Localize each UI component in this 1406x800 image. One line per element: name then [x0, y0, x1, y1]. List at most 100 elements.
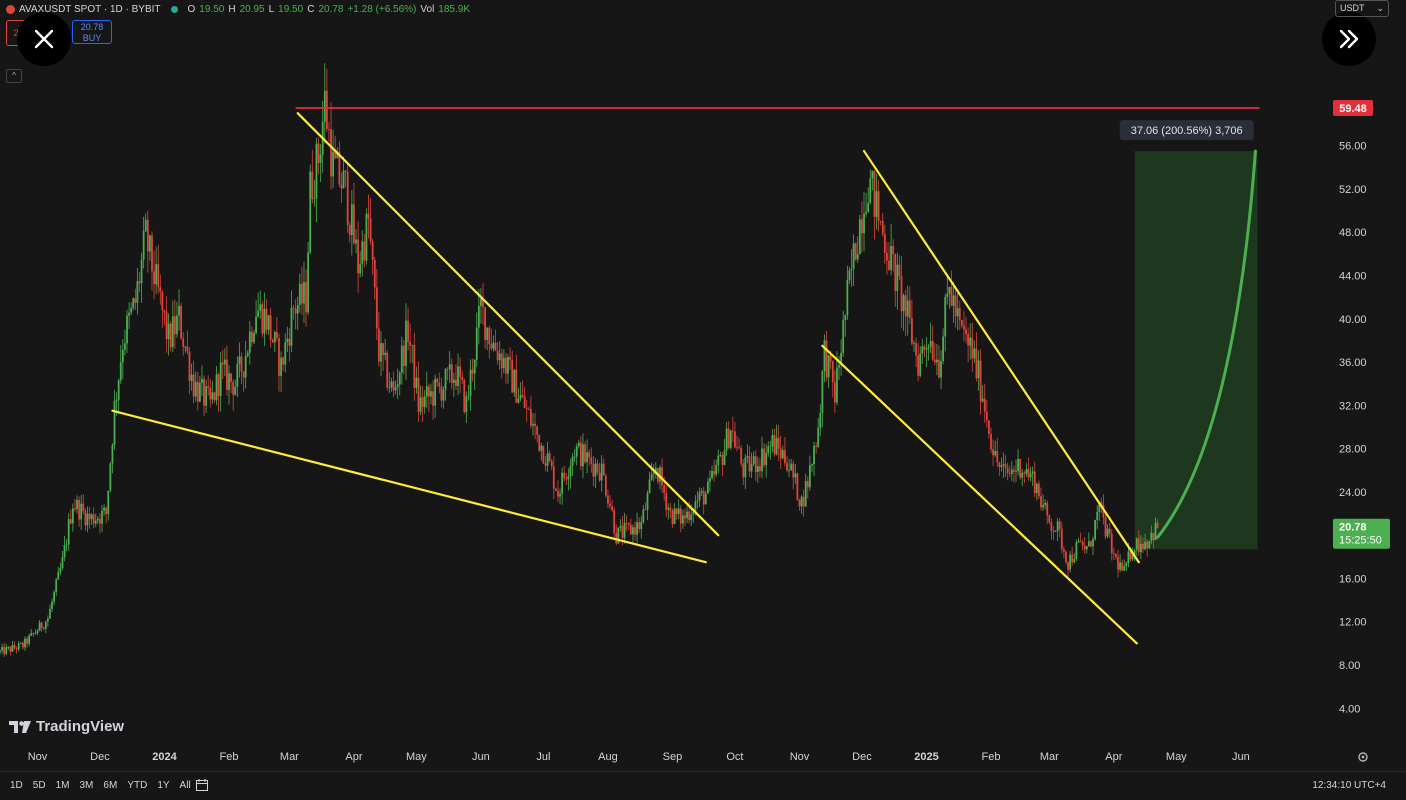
candle — [784, 437, 786, 467]
candle — [149, 234, 151, 261]
candle — [448, 350, 451, 383]
candle — [380, 330, 382, 377]
candle — [671, 508, 674, 528]
candle — [592, 456, 595, 487]
candle — [107, 490, 110, 521]
candle — [211, 380, 214, 405]
candle — [363, 234, 366, 268]
candle — [704, 490, 707, 505]
candle — [228, 365, 230, 405]
candle — [457, 353, 459, 395]
candle — [196, 372, 199, 411]
candle — [1042, 494, 1044, 512]
x-tick-label: Jun — [472, 751, 490, 763]
candle — [525, 400, 528, 422]
buy-button[interactable]: 20.78 BUY — [72, 20, 112, 44]
candle — [625, 515, 628, 532]
candle — [38, 620, 41, 632]
settings-gear-icon[interactable] — [1357, 751, 1369, 763]
candle — [571, 453, 574, 476]
candle — [398, 370, 401, 396]
candle — [519, 382, 522, 402]
candle — [469, 359, 472, 411]
candle — [167, 313, 170, 356]
candle — [369, 198, 372, 245]
candle — [706, 477, 709, 494]
y-tick-label: 40.00 — [1339, 314, 1367, 326]
candle — [1023, 470, 1026, 484]
clock[interactable]: 12:34:10 UTC+4 — [1312, 780, 1386, 791]
candle — [30, 629, 33, 637]
close-icon — [34, 29, 54, 49]
candle — [1075, 539, 1078, 562]
candle — [717, 449, 720, 474]
candle — [921, 339, 924, 364]
candle — [236, 356, 239, 398]
candle — [992, 439, 994, 467]
collapse-icon[interactable]: ^ — [6, 69, 22, 83]
y-tick-label: 56.00 — [1339, 141, 1367, 153]
candle — [159, 274, 162, 305]
candle — [44, 620, 47, 634]
candle — [67, 513, 70, 551]
candle — [1060, 521, 1063, 554]
range-button-ytd[interactable]: YTD — [127, 780, 148, 791]
symbol-title[interactable]: AVAXUSDT SPOT · 1D · BYBIT — [19, 3, 161, 15]
x-tick-label: Feb — [220, 751, 239, 763]
range-button-1d[interactable]: 1D — [10, 780, 23, 791]
candle — [709, 470, 711, 492]
currency-select[interactable]: USDT ⌄ — [1335, 0, 1389, 17]
range-button-1m[interactable]: 1M — [55, 780, 70, 791]
candle — [1040, 487, 1042, 511]
candle — [71, 503, 74, 532]
candle — [673, 503, 676, 525]
candle — [492, 335, 495, 352]
candle — [119, 345, 122, 385]
candle — [948, 286, 951, 309]
range-button-all[interactable]: All — [179, 780, 191, 791]
candle — [646, 490, 649, 521]
y-tick-label: 44.00 — [1339, 270, 1367, 282]
candle — [144, 213, 147, 233]
candle — [511, 350, 514, 394]
candle — [161, 290, 164, 329]
candle — [353, 182, 355, 245]
candle — [754, 450, 757, 482]
calendar-icon[interactable] — [196, 779, 208, 791]
candle — [617, 527, 620, 544]
candle — [215, 365, 218, 406]
candle — [846, 265, 849, 320]
candle — [278, 333, 280, 392]
candle — [19, 642, 22, 644]
range-button-1y[interactable]: 1Y — [157, 780, 170, 791]
candle — [667, 503, 670, 520]
candle — [742, 459, 745, 485]
candle — [176, 301, 178, 338]
candle — [759, 458, 761, 478]
candle — [661, 458, 663, 493]
candle — [1038, 480, 1040, 499]
y-tick-label: 24.00 — [1339, 487, 1367, 499]
price-chart[interactable]: 37.06 (200.56%) 3,706 4.00 8.00 12.00 16.00… — [0, 0, 1406, 771]
candle — [346, 162, 349, 234]
candle — [877, 180, 880, 232]
candle — [598, 462, 601, 482]
range-button-6m[interactable]: 6M — [103, 780, 118, 791]
expand-panel-button[interactable] — [1322, 12, 1376, 66]
trendline-3 — [821, 344, 1138, 645]
candle — [334, 135, 337, 160]
tradingview-logo[interactable]: TradingView — [9, 718, 124, 735]
candle — [896, 252, 899, 310]
range-button-3m[interactable]: 3M — [79, 780, 94, 791]
candle — [981, 385, 984, 403]
candle — [317, 137, 320, 175]
candle — [1098, 502, 1101, 521]
change-value: +1.28 (+6.56%) — [347, 3, 417, 15]
x-tick-label: Mar — [280, 751, 299, 763]
close-button[interactable] — [17, 12, 71, 66]
candle — [527, 406, 530, 411]
candle — [844, 314, 847, 337]
x-tick-label: Nov — [790, 751, 810, 763]
range-button-5d[interactable]: 5D — [32, 780, 46, 791]
candle — [736, 435, 738, 452]
